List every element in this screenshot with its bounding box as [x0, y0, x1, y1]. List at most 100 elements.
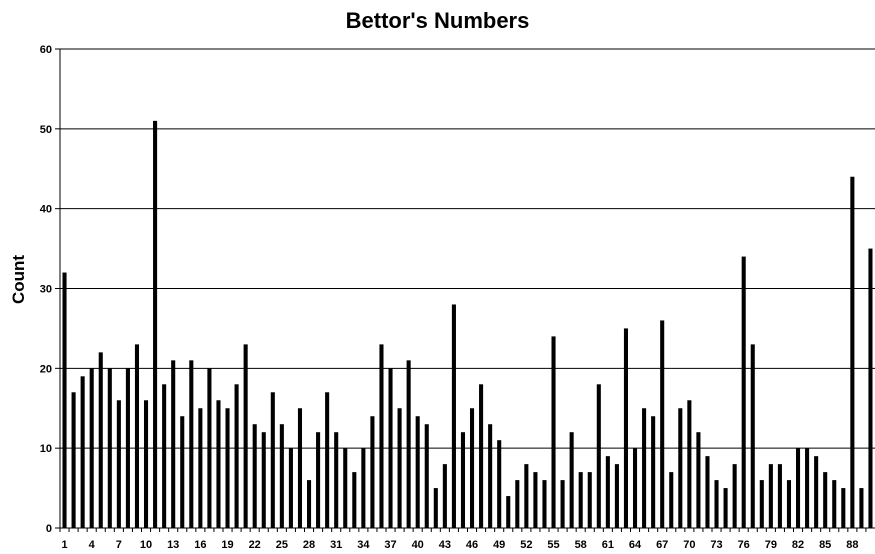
- x-tick-label: 19: [221, 539, 233, 551]
- bar: [189, 360, 194, 528]
- bar: [669, 472, 674, 528]
- bar: [316, 432, 321, 528]
- x-tick-label: 85: [819, 539, 831, 551]
- bar: [279, 424, 284, 528]
- bars: [62, 120, 873, 529]
- x-tick-labels: 1 4 7 10 13 16 19 22 25 28 31 34 37 40 43 46 49 52 55 58 61 6…: [59, 528, 867, 551]
- bar: [198, 408, 203, 528]
- bar: [424, 424, 429, 528]
- bar: [153, 120, 158, 528]
- bar: [98, 352, 103, 528]
- bar: [171, 360, 176, 528]
- bar: [116, 400, 121, 528]
- bar: [297, 408, 303, 528]
- bar: [841, 488, 846, 528]
- bar: [732, 464, 737, 528]
- bar: [306, 480, 312, 528]
- bar: [524, 464, 529, 528]
- x-tick-label: 49: [493, 539, 505, 551]
- bar: [134, 344, 140, 528]
- x-tick-label: 25: [276, 539, 288, 551]
- bar: [71, 392, 76, 528]
- x-tick-label: 52: [520, 539, 532, 551]
- bar: [107, 368, 112, 528]
- bar: [759, 480, 764, 528]
- x-tick-label: 76: [738, 539, 750, 551]
- bar: [859, 488, 864, 528]
- bar: [497, 440, 502, 528]
- x-tick-label: 37: [384, 539, 396, 551]
- bar: [370, 416, 375, 528]
- x-tick-label: 4: [89, 539, 96, 551]
- bar: [587, 472, 592, 528]
- bar: [506, 496, 511, 528]
- bar: [234, 384, 239, 528]
- gridlines: [55, 48, 875, 529]
- x-tick-label: 7: [116, 539, 122, 551]
- bar: [143, 400, 149, 528]
- bar: [696, 432, 701, 528]
- bar: [605, 456, 610, 528]
- bar: [415, 416, 420, 528]
- x-tick-label: 28: [303, 539, 315, 551]
- x-tick-label: 10: [140, 539, 152, 551]
- bar: [795, 448, 801, 528]
- bar: [442, 464, 447, 528]
- bar: [252, 424, 257, 528]
- bar: [225, 408, 230, 528]
- x-tick-label: 43: [439, 539, 451, 551]
- x-tick-label: 34: [357, 539, 370, 551]
- x-tick-label: 1: [61, 539, 67, 551]
- bar: [406, 360, 411, 528]
- x-tick-label: 13: [167, 539, 179, 551]
- bar: [805, 448, 810, 528]
- x-tick-label: 55: [547, 539, 559, 551]
- x-tick-label: 22: [249, 539, 261, 551]
- bar: [515, 480, 520, 528]
- bar: [325, 392, 330, 528]
- bar: [243, 344, 248, 528]
- bar: [469, 408, 475, 528]
- bar: [723, 488, 728, 528]
- bar: [560, 480, 565, 528]
- y-tick-label: 20: [40, 363, 52, 375]
- bar: [216, 400, 221, 528]
- y-tick-label: 30: [40, 284, 52, 296]
- bar: [814, 456, 819, 528]
- bar: [207, 368, 212, 528]
- x-tick-label: 46: [466, 539, 478, 551]
- x-tick-label: 16: [194, 539, 206, 551]
- x-tick-label: 31: [330, 539, 342, 551]
- bar: [632, 448, 638, 528]
- chart-title: Bettor's Numbers: [345, 8, 530, 33]
- x-tick-label: 73: [710, 539, 722, 551]
- bar: [777, 464, 782, 528]
- bar: [651, 416, 656, 528]
- bar: [714, 480, 719, 528]
- bar: [832, 480, 837, 528]
- bar: [451, 304, 456, 528]
- x-tick-label: 40: [412, 539, 424, 551]
- bar: [578, 472, 583, 528]
- bar: [750, 344, 755, 528]
- bar: [569, 432, 574, 528]
- bar: [379, 344, 384, 528]
- bar: [596, 384, 601, 528]
- bar: [180, 416, 185, 528]
- bar: [479, 384, 484, 528]
- bar: [850, 176, 855, 528]
- bar: [89, 368, 94, 528]
- bar: [687, 400, 692, 528]
- bar: [460, 432, 466, 528]
- y-tick-labels: 0 10 20 30 40 50 60: [40, 44, 52, 535]
- bar: [741, 256, 746, 528]
- x-tick-label: 67: [656, 539, 668, 551]
- y-tick-label: 60: [40, 44, 52, 56]
- bar: [334, 432, 339, 528]
- bar: [542, 480, 547, 528]
- bar: [551, 336, 556, 528]
- bar: [533, 472, 538, 528]
- x-tick-label: 79: [765, 539, 777, 551]
- bar: [768, 464, 773, 528]
